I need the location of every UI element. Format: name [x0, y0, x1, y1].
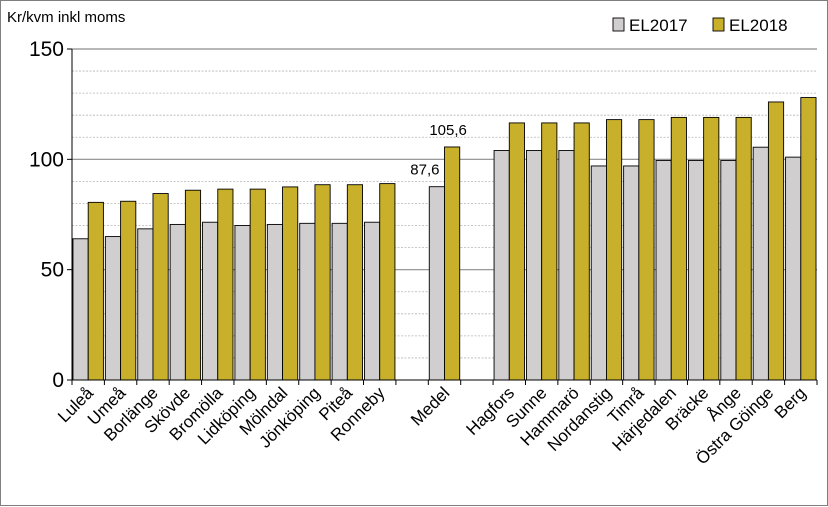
bar-el2018 [638, 119, 655, 381]
bar-el2018 [87, 201, 104, 381]
data-labels: 87,6 105,6 [410, 122, 467, 179]
data-label: 105,6 [429, 122, 467, 139]
bar-el2017 [137, 228, 154, 381]
bar-el2018 [573, 122, 590, 381]
legend-swatch [612, 17, 625, 32]
bar-el2017 [526, 150, 543, 381]
bar-el2017 [266, 223, 283, 381]
category-label: Medel [407, 383, 453, 429]
legend-label: EL2018 [729, 16, 788, 35]
bar-el2018 [508, 122, 525, 381]
bar-el2017 [655, 159, 672, 381]
bar-el2017 [202, 221, 219, 381]
bar-el2017 [623, 165, 640, 381]
bar-el2018 [249, 188, 266, 381]
legend: EL2017 EL2018 [612, 16, 788, 35]
bar-el2018 [314, 184, 331, 381]
bar-el2017 [558, 150, 575, 381]
bar-el2018 [346, 184, 363, 381]
bar-el2017 [104, 236, 122, 381]
bar-el2018 [670, 116, 687, 381]
y-tick-label: 100 [29, 148, 64, 171]
bar-el2017 [785, 156, 802, 381]
y-axis-label: Kr/kvm inkl moms [7, 9, 125, 26]
bar-el2017 [752, 146, 769, 381]
bar-el2017 [590, 165, 607, 381]
bar-el2018 [703, 116, 720, 381]
bar-el2018 [152, 193, 169, 381]
legend-swatch [712, 17, 725, 32]
bar-el2017 [234, 225, 251, 381]
bar-el2018 [184, 189, 202, 381]
bar-el2018 [735, 116, 752, 381]
category-label: Berg [771, 383, 810, 422]
bar-el2017 [331, 222, 348, 381]
bar-el2017 [169, 223, 186, 381]
bar-el2018 [379, 183, 396, 381]
y-tick-label: 0 [52, 369, 64, 392]
x-category-labels: LuleåUmeåBorlängeSkövdeBromöllaLidköping… [54, 383, 809, 468]
y-tick-label: 150 [29, 38, 64, 61]
y-tick-label: 50 [41, 259, 64, 282]
bar-el2017 [687, 159, 705, 381]
bar-el2018 [120, 200, 137, 381]
bar-el2017 [72, 238, 89, 381]
bar-el2017 [720, 159, 737, 381]
bar-el2018 [217, 188, 234, 381]
bar-el2018 [767, 101, 785, 381]
axes [67, 48, 818, 385]
bars [72, 97, 817, 381]
bar-el2017 [299, 222, 316, 381]
bar-el2017 [364, 221, 381, 381]
bar-el2018 [444, 146, 461, 381]
bar-el2018 [282, 186, 299, 381]
bar-el2017 [428, 186, 445, 381]
data-label: 87,6 [410, 162, 439, 179]
bar-el2018 [606, 119, 623, 381]
bar-el2018 [541, 122, 558, 381]
bar-el2018 [800, 97, 817, 381]
y-tick-labels: 0 50 100 150 [29, 38, 64, 392]
legend-label: EL2017 [629, 16, 688, 35]
bar-el2017 [493, 150, 510, 381]
